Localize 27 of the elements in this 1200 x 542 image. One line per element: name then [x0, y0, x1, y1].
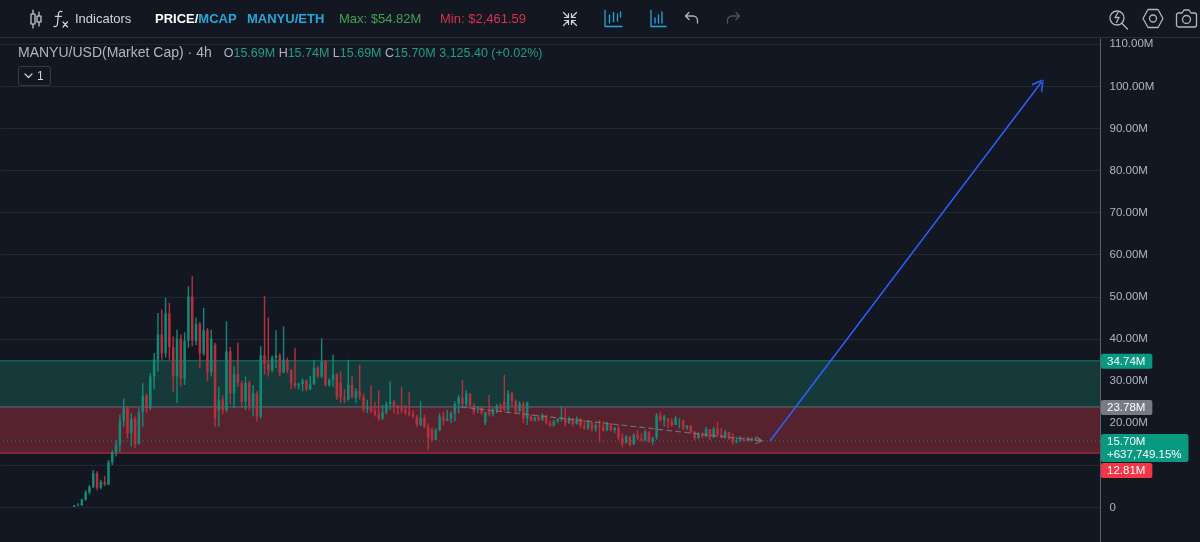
y-tick-label: 110.00M	[1109, 37, 1154, 50]
y-tick-label: 40.00M	[1109, 332, 1148, 345]
text: Max: $54.82M	[339, 10, 422, 27]
y-tick-label: 60.00M	[1109, 247, 1148, 260]
chart-title: MANYU/USD(Market Cap) · 4h	[18, 44, 212, 60]
y-tick-label: 50.00M	[1109, 290, 1148, 303]
y-tick-label: 100.00M	[1109, 79, 1155, 92]
y-tick-label: 90.00M	[1109, 121, 1148, 134]
text: PRICE/MCAP	[155, 11, 237, 26]
ref-line-label: 23.78M	[1107, 400, 1146, 413]
candlestick	[678, 417, 681, 430]
y-tick-label: 30.00M	[1109, 374, 1148, 387]
ref-line-label: 12.81M	[1107, 463, 1146, 476]
ref-line-label: 34.74M	[1107, 354, 1146, 367]
text: MANYU/ETH	[247, 10, 325, 27]
candlestick	[640, 432, 643, 443]
y-tick-label: 0	[1109, 500, 1116, 513]
y-tick-label: 20.00M	[1109, 416, 1148, 429]
text: Min: $2,461.59	[440, 10, 527, 27]
text: O15.69M H15.74M L15.69M C15.70M 3,125.40 (+0.02%)	[223, 46, 543, 60]
annotation: 1	[37, 69, 44, 83]
text: Indicators	[75, 10, 132, 27]
y-tick-label: 80.00M	[1109, 163, 1148, 176]
candlestick	[377, 389, 380, 423]
candlestick	[754, 436, 757, 442]
y-tick-label: 70.00M	[1109, 205, 1148, 218]
ref-line-label: 15.70M +637,749.15%	[1107, 434, 1182, 460]
